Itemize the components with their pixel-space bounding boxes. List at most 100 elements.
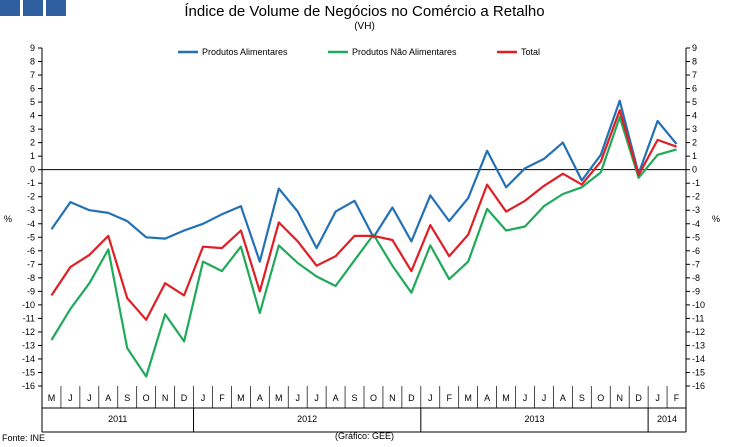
x-tick-label: M bbox=[275, 393, 283, 403]
y-tick-label-left: -3 bbox=[27, 205, 35, 215]
y-tick-label-left: -12 bbox=[22, 327, 35, 337]
y-tick-label-left: -9 bbox=[27, 286, 35, 296]
y-tick-label-left: 1 bbox=[30, 151, 35, 161]
legend-label-2: Produtos Não Alimentares bbox=[352, 47, 457, 57]
y-tick-label-right: -13 bbox=[692, 340, 705, 350]
y-tick-label-left: -13 bbox=[22, 340, 35, 350]
x-tick-label: A bbox=[105, 393, 111, 403]
y-tick-label-left: 6 bbox=[30, 84, 35, 94]
y-tick-label-right: 1 bbox=[692, 151, 697, 161]
chart-credit: (Gráfico: GEE) bbox=[335, 431, 395, 441]
series-line-3 bbox=[50, 109, 677, 321]
x-tick-label: N bbox=[616, 393, 623, 403]
y-tick-label-left: -11 bbox=[23, 313, 35, 323]
x-tick-label: A bbox=[333, 393, 339, 403]
y-tick-label-left: 8 bbox=[30, 57, 35, 67]
y-tick-label-left: -2 bbox=[27, 192, 35, 202]
y-tick-label-left: -1 bbox=[27, 178, 35, 188]
y-tick-label-right: -6 bbox=[692, 246, 700, 256]
x-tick-label: N bbox=[162, 393, 169, 403]
y-tick-label-left: 9 bbox=[30, 43, 35, 53]
y-tick-label-right: 8 bbox=[692, 57, 697, 67]
chart-title: Índice de Volume de Negócios no Comércio… bbox=[184, 3, 545, 20]
y-tick-label-right: 7 bbox=[692, 70, 697, 80]
y-axis-label-left: % bbox=[4, 214, 12, 224]
y-tick-label-right: 4 bbox=[692, 111, 697, 121]
y-tick-label-right: -7 bbox=[692, 259, 700, 269]
x-tick-label: N bbox=[389, 393, 396, 403]
y-tick-label-left: 7 bbox=[30, 70, 35, 80]
x-tick-label: F bbox=[674, 393, 680, 403]
x-tick-label: F bbox=[446, 393, 452, 403]
x-tick-label: O bbox=[370, 393, 377, 403]
x-tick-label: S bbox=[124, 393, 130, 403]
year-label: 2012 bbox=[297, 414, 317, 424]
x-tick-label: M bbox=[237, 393, 245, 403]
x-tick-label: J bbox=[428, 393, 433, 403]
x-tick-label: A bbox=[484, 393, 490, 403]
y-tick-label-right: -16 bbox=[692, 381, 705, 391]
x-tick-label: O bbox=[143, 393, 150, 403]
y-tick-label-left: -16 bbox=[22, 381, 35, 391]
y-tick-label-right: -11 bbox=[692, 313, 704, 323]
logo-block bbox=[0, 0, 20, 16]
x-tick-label: A bbox=[257, 393, 263, 403]
y-tick-label-left: 5 bbox=[30, 97, 35, 107]
legend-label-1: Produtos Alimentares bbox=[202, 47, 288, 57]
logo-block bbox=[46, 0, 66, 16]
x-tick-label: D bbox=[635, 393, 642, 403]
x-tick-label: D bbox=[181, 393, 188, 403]
y-tick-label-right: -1 bbox=[692, 178, 700, 188]
x-tick-label: D bbox=[408, 393, 415, 403]
y-tick-label-left: 2 bbox=[30, 138, 35, 148]
series-line-2 bbox=[50, 115, 677, 378]
y-tick-label-left: 0 bbox=[30, 165, 35, 175]
y-tick-label-right: 9 bbox=[692, 43, 697, 53]
x-tick-label: J bbox=[542, 393, 547, 403]
x-tick-label: J bbox=[655, 393, 660, 403]
y-tick-label-left: -10 bbox=[22, 300, 35, 310]
y-tick-label-right: 0 bbox=[692, 165, 697, 175]
x-tick-label: J bbox=[523, 393, 528, 403]
series-line-1 bbox=[50, 99, 678, 263]
y-tick-label-left: -14 bbox=[22, 354, 35, 364]
y-tick-label-left: 3 bbox=[30, 124, 35, 134]
year-label: 2013 bbox=[524, 414, 544, 424]
x-tick-label: J bbox=[68, 393, 73, 403]
x-tick-label: M bbox=[48, 393, 56, 403]
x-tick-label: J bbox=[295, 393, 300, 403]
x-tick-label: J bbox=[201, 393, 206, 403]
x-tick-label: A bbox=[560, 393, 566, 403]
y-tick-label-left: 4 bbox=[30, 111, 35, 121]
x-tick-label: S bbox=[579, 393, 585, 403]
x-tick-label: S bbox=[352, 393, 358, 403]
year-label: 2014 bbox=[657, 414, 677, 424]
source-note: Fonte: INE bbox=[2, 433, 46, 443]
y-tick-label-right: 5 bbox=[692, 97, 697, 107]
x-tick-label: J bbox=[314, 393, 319, 403]
y-tick-label-right: -14 bbox=[692, 354, 705, 364]
x-tick-label: O bbox=[597, 393, 604, 403]
y-tick-label-left: -4 bbox=[27, 219, 35, 229]
y-tick-label-right: -12 bbox=[692, 327, 705, 337]
y-tick-label-right: 6 bbox=[692, 84, 697, 94]
y-tick-label-right: -10 bbox=[692, 300, 705, 310]
x-tick-label: F bbox=[219, 393, 225, 403]
y-tick-label-right: 3 bbox=[692, 124, 697, 134]
y-tick-label-right: -9 bbox=[692, 286, 700, 296]
y-tick-label-left: -5 bbox=[27, 232, 35, 242]
y-tick-label-left: -8 bbox=[27, 273, 35, 283]
y-tick-label-left: -7 bbox=[27, 259, 35, 269]
legend-label-3: Total bbox=[521, 47, 540, 57]
x-tick-label: J bbox=[87, 393, 92, 403]
y-tick-label-right: -4 bbox=[692, 219, 700, 229]
y-tick-label-right: -2 bbox=[692, 192, 700, 202]
y-axis-label-right: % bbox=[712, 214, 720, 224]
y-tick-label-right: 2 bbox=[692, 138, 697, 148]
logo-block bbox=[23, 0, 43, 16]
x-tick-label: M bbox=[464, 393, 472, 403]
y-tick-label-right: -8 bbox=[692, 273, 700, 283]
x-tick-label: M bbox=[502, 393, 510, 403]
y-tick-label-left: -15 bbox=[22, 367, 35, 377]
